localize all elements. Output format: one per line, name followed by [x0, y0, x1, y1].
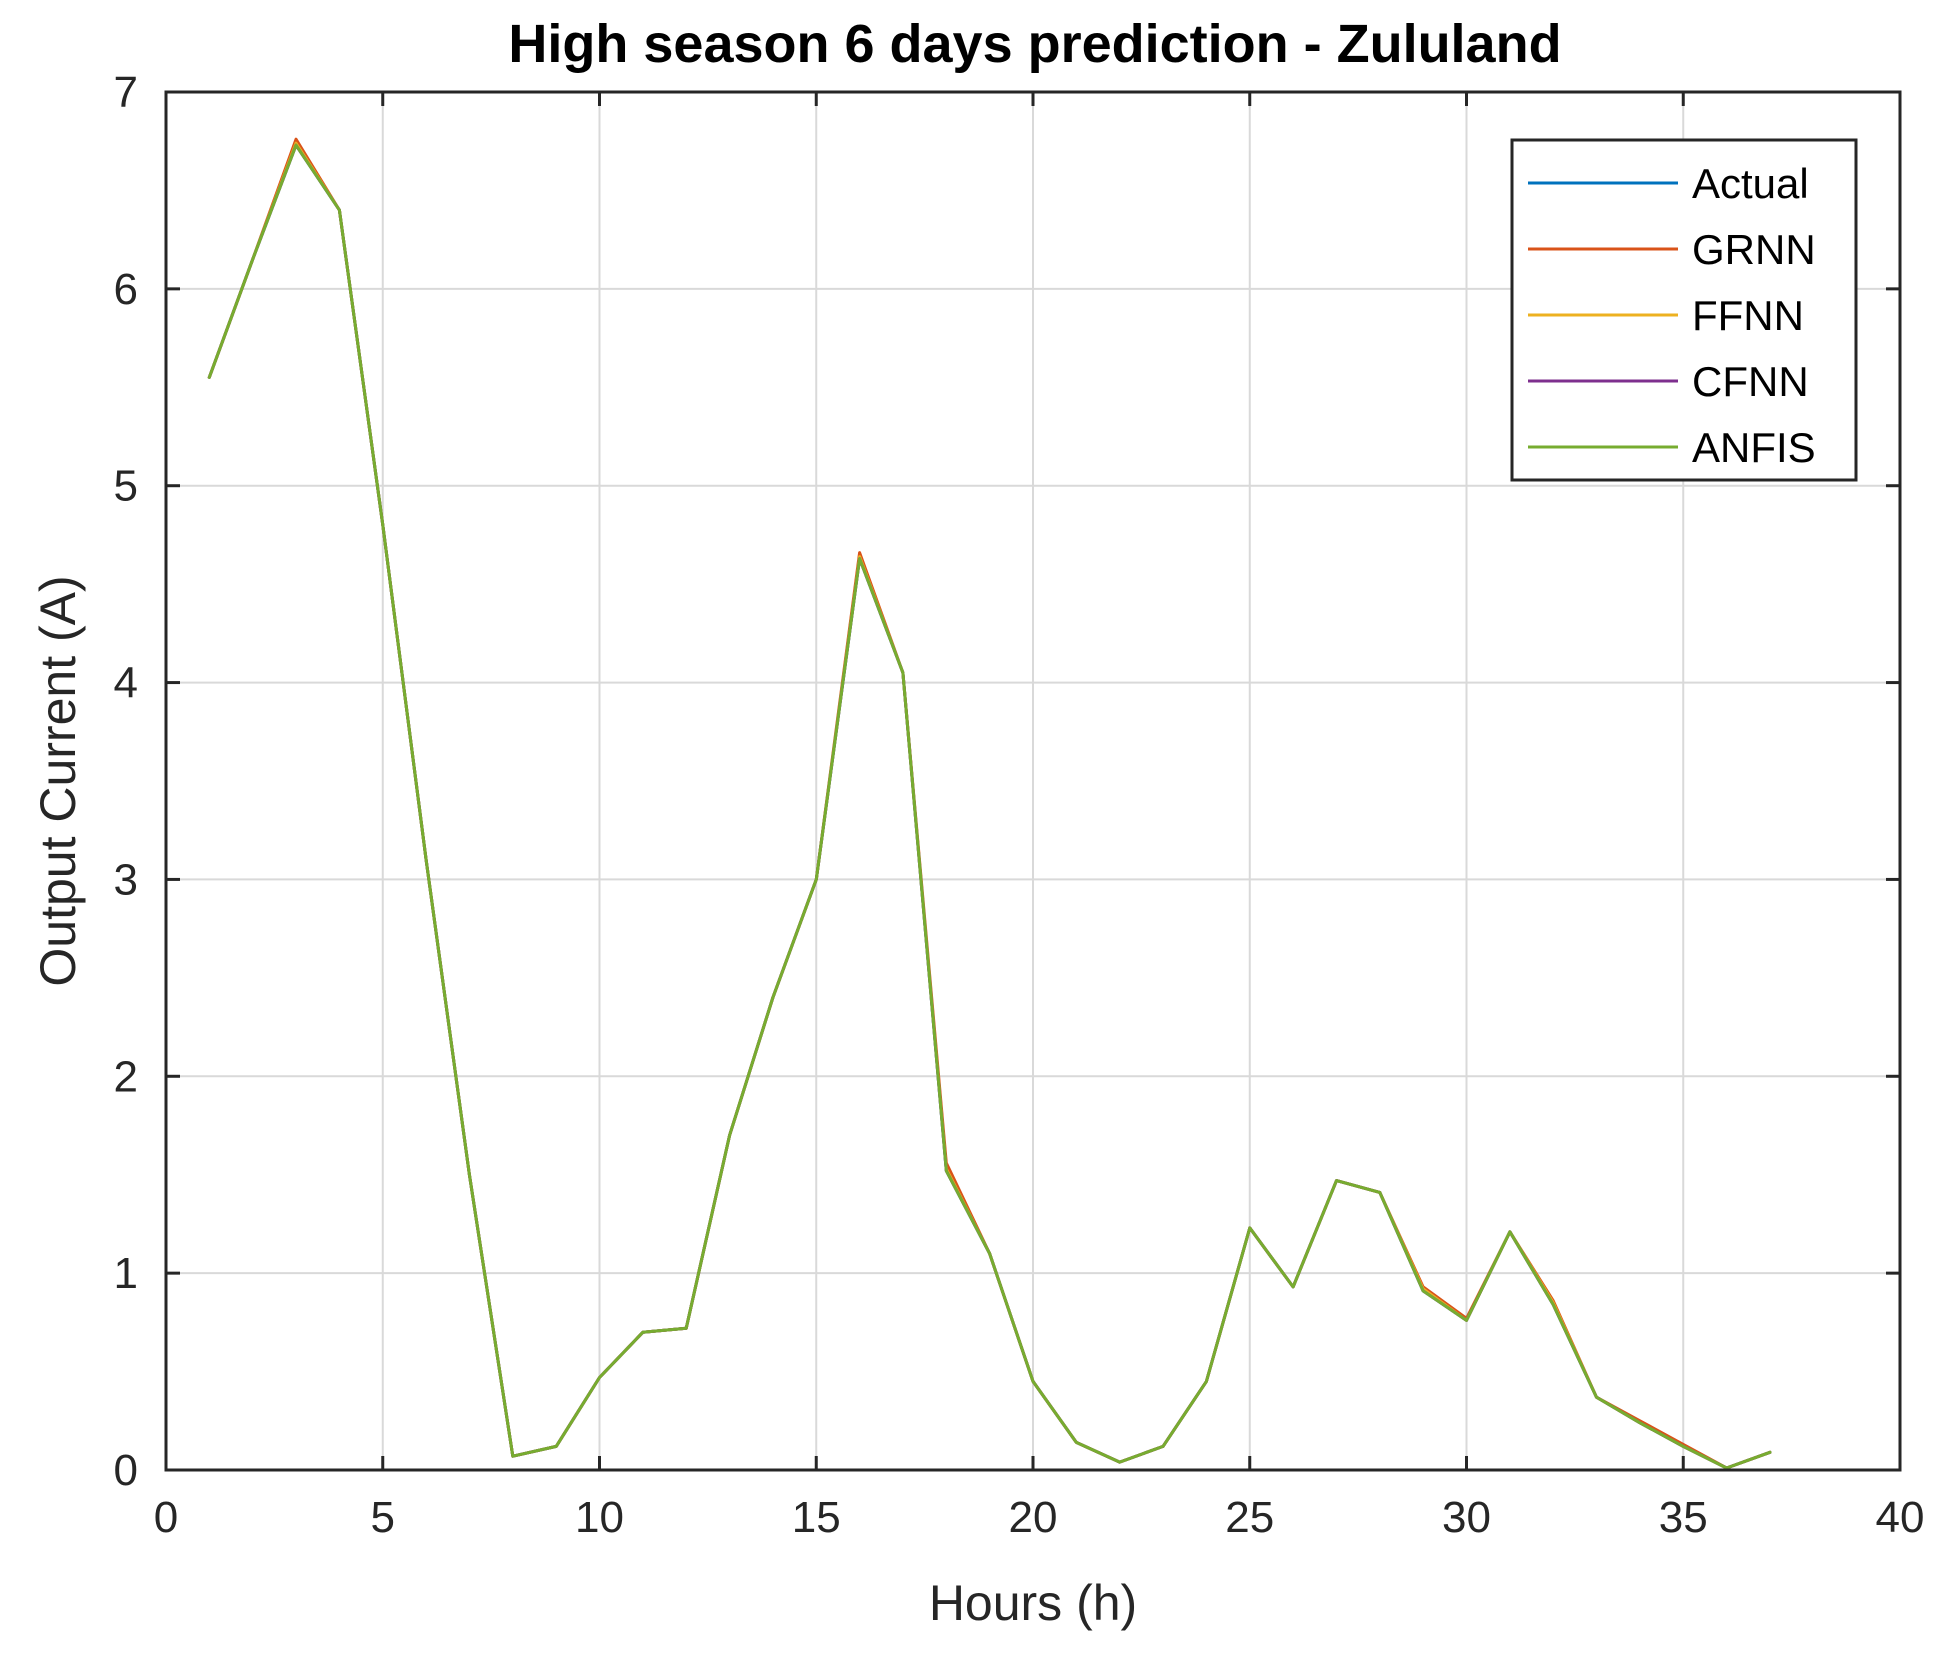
x-axis-label: Hours (h): [929, 1575, 1137, 1631]
legend-items: Actual GRNN FFNN CFNN ANFIS: [1528, 160, 1816, 471]
series-layer: [207, 137, 1772, 1470]
legend-label-ffnn: FFNN: [1692, 292, 1804, 339]
legend-label-grnn: GRNN: [1692, 226, 1816, 273]
axis-ticks: 0 5 10 15 20 25 30 35 40 0 1 2 3 4 5 6 7: [114, 68, 1925, 1542]
legend-label-cfnn: CFNN: [1692, 358, 1809, 405]
y-tick-label: 4: [114, 659, 138, 708]
y-tick-label: 2: [114, 1052, 138, 1101]
legend-label-anfis: ANFIS: [1692, 424, 1816, 471]
x-tick-label: 15: [792, 1493, 841, 1542]
x-tick-label: 20: [1009, 1493, 1058, 1542]
legend-box: [1510, 138, 1858, 482]
x-tick-label: 30: [1442, 1493, 1491, 1542]
chart-title: High season 6 days prediction - Zululand: [508, 14, 1561, 74]
x-tick-label: 40: [1876, 1493, 1925, 1542]
x-tick-label: 5: [371, 1493, 395, 1542]
grid-lines: [166, 92, 1900, 1470]
y-axis-label: Output Current (A): [30, 575, 86, 986]
series-line-anfis: [207, 143, 1772, 1470]
x-tick-label: 0: [154, 1493, 178, 1542]
y-tick-label: 7: [114, 68, 138, 117]
x-tick-label: 10: [575, 1493, 624, 1542]
y-tick-label: 1: [114, 1249, 138, 1298]
y-tick-label: 6: [114, 265, 138, 314]
y-tick-label: 3: [114, 855, 138, 904]
y-tick-label: 0: [114, 1446, 138, 1495]
legend-label-actual: Actual: [1692, 160, 1809, 207]
x-tick-label: 25: [1225, 1493, 1274, 1542]
x-tick-label: 35: [1659, 1493, 1708, 1542]
y-tick-label: 5: [114, 462, 138, 511]
legend: Actual GRNN FFNN CFNN ANFIS: [1510, 138, 1858, 482]
